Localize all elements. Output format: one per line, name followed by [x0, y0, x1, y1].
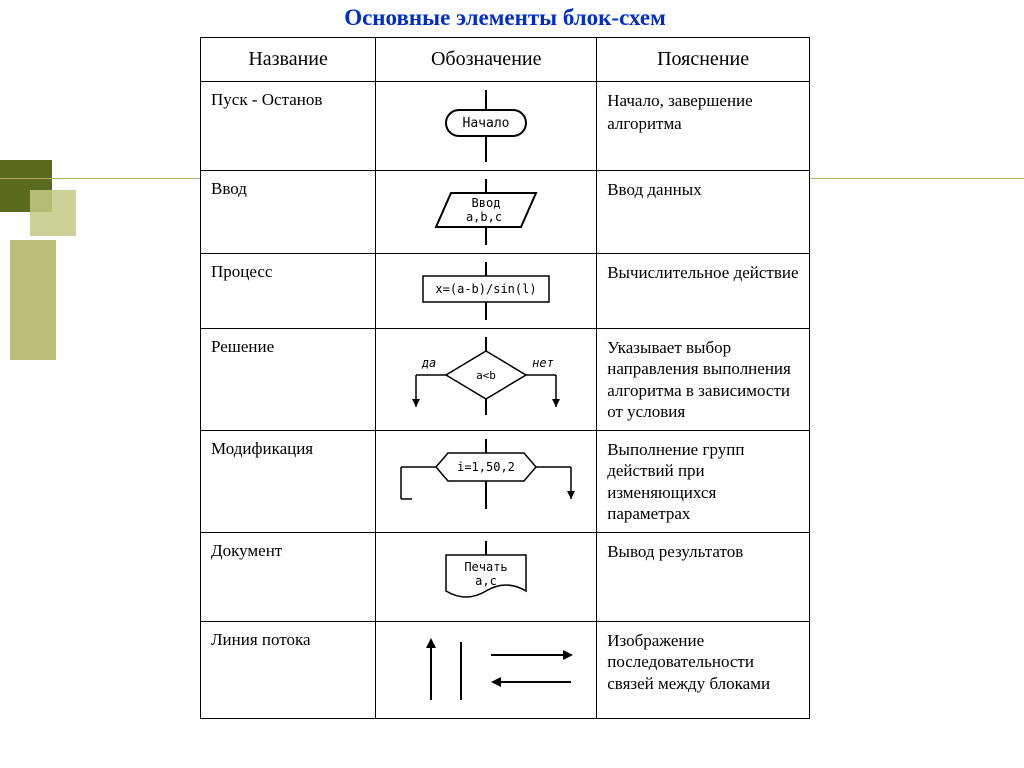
process-icon: x=(a-b)/sin(l) [401, 262, 571, 320]
input-icon: Ввод a,b,c [406, 179, 566, 245]
table-row: Решение a<b да нет [201, 329, 810, 431]
page-content: Основные элементы блок-схем Название Обо… [200, 5, 810, 719]
decision-yes: да [421, 356, 436, 370]
cell-desc: Вычислительное действие [597, 254, 810, 329]
cell-name: Линия потока [201, 622, 376, 719]
decorative-sidebar [0, 160, 72, 360]
cell-name: Модификация [201, 431, 376, 533]
cell-desc: Начало, завершение алгоритма [597, 82, 810, 171]
table-row: Модификация i=1,50,2 [201, 431, 810, 533]
table-row: Линия потока Изображение последовательно… [201, 622, 810, 719]
header-desc: Пояснение [597, 38, 810, 82]
cell-name: Ввод [201, 171, 376, 254]
header-symbol: Обозначение [376, 38, 597, 82]
input-label-1: Ввод [472, 196, 501, 210]
cell-symbol: i=1,50,2 [376, 431, 597, 533]
flowline-icon [391, 630, 581, 710]
modification-icon: i=1,50,2 [386, 439, 586, 509]
cell-symbol: Ввод a,b,c [376, 171, 597, 254]
cell-name: Процесс [201, 254, 376, 329]
header-name: Название [201, 38, 376, 82]
decision-icon: a<b да нет [391, 337, 581, 415]
process-label: x=(a-b)/sin(l) [436, 282, 537, 296]
input-label-2: a,b,c [466, 210, 502, 224]
cell-desc: Указывает выбор направления выполнения а… [597, 329, 810, 431]
document-icon: Печать a,c [406, 541, 566, 613]
table-header-row: Название Обозначение Пояснение [201, 38, 810, 82]
table-row: Документ Печать a,c Вывод результатов [201, 533, 810, 622]
terminator-icon: Начало [411, 90, 561, 162]
table-row: Ввод Ввод a,b,c Ввод данных [201, 171, 810, 254]
cell-symbol: Начало [376, 82, 597, 171]
decision-label: a<b [476, 369, 496, 382]
cell-desc: Изображение последовательности связей ме… [597, 622, 810, 719]
page-title: Основные элементы блок-схем [200, 5, 810, 31]
document-label-2: a,c [475, 574, 497, 588]
cell-name: Документ [201, 533, 376, 622]
cell-symbol: a<b да нет [376, 329, 597, 431]
cell-name: Решение [201, 329, 376, 431]
decision-no: нет [532, 356, 554, 370]
table-row: Процесс x=(a-b)/sin(l) Вычислительное де… [201, 254, 810, 329]
cell-desc: Выполнение групп действий при изменяющих… [597, 431, 810, 533]
table-row: Пуск - Останов Начало Начало, завершение… [201, 82, 810, 171]
cell-symbol: x=(a-b)/sin(l) [376, 254, 597, 329]
cell-symbol: Печать a,c [376, 533, 597, 622]
cell-name: Пуск - Останов [201, 82, 376, 171]
document-label-1: Печать [465, 560, 508, 574]
cell-desc: Ввод данных [597, 171, 810, 254]
terminator-label: Начало [463, 116, 510, 131]
cell-symbol [376, 622, 597, 719]
flowchart-elements-table: Название Обозначение Пояснение Пуск - Ос… [200, 37, 810, 719]
cell-desc: Вывод результатов [597, 533, 810, 622]
modification-label: i=1,50,2 [457, 460, 515, 474]
